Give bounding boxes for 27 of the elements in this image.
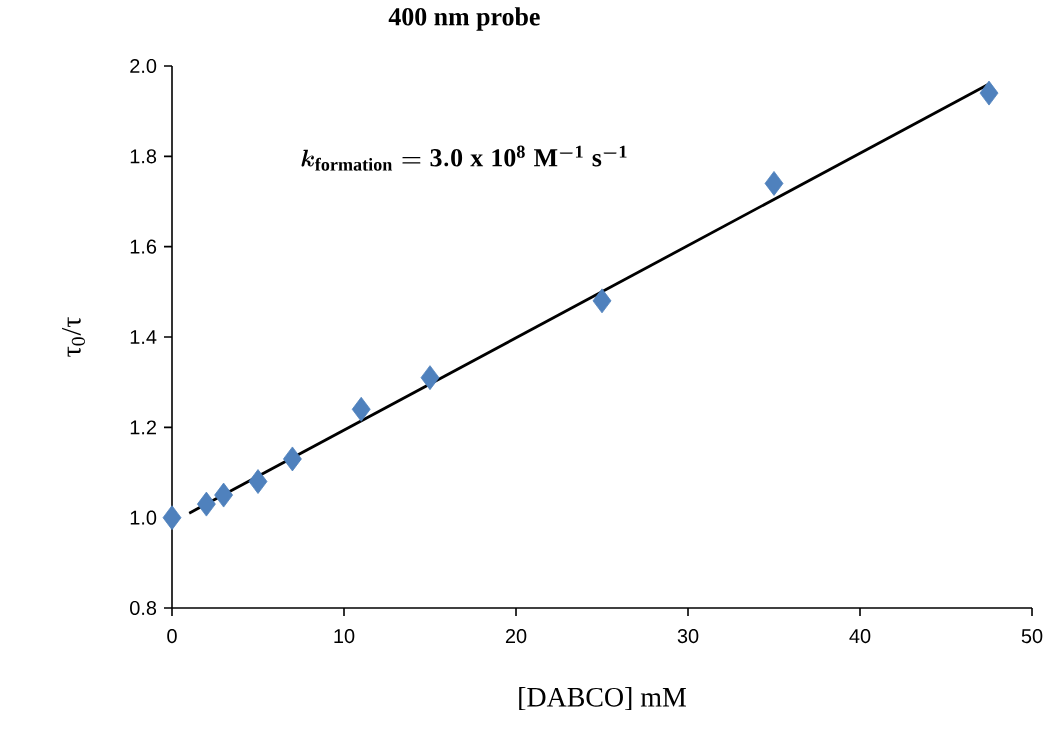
- point: [979, 80, 999, 106]
- x-tick-label: 40: [849, 629, 871, 644]
- point: [162, 505, 182, 531]
- y-tick-label: 2.0: [130, 58, 157, 74]
- point: [420, 365, 440, 391]
- point: [764, 171, 784, 196]
- point: [197, 491, 216, 517]
- point: [592, 288, 612, 314]
- annotation: $\boldsymbol{k}_{\mathbf{formation}}\mathbf{{}= 3.0\ x\ 10^{8}\ M^{-1}\ s^{-1}}$: [301, 145, 627, 171]
- y-tick-label: 1.8: [130, 149, 157, 164]
- x-tick-label: 30: [677, 629, 699, 644]
- x-tick-label: 50: [1021, 629, 1043, 644]
- x-tick-label: 20: [505, 629, 527, 644]
- chart-title: 400 nm probe: [388, 7, 540, 31]
- x-tick-label: 10: [334, 629, 355, 644]
- x-tick-label: 0: [167, 629, 177, 644]
- y-tick-label: 1.4: [130, 330, 157, 344]
- point: [214, 482, 233, 508]
- y-tick-label: 1.6: [130, 239, 157, 254]
- x-axis-title: [DABCO] mM: [519, 687, 687, 711]
- point: [351, 396, 371, 422]
- y-tick-label: 1.0: [130, 510, 157, 525]
- y-tick-label: 1.2: [130, 420, 156, 435]
- y-axis-title: τ$_{0}$/τ: [62, 317, 85, 357]
- point: [248, 469, 268, 494]
- point: [283, 446, 302, 472]
- y-tick-label: 0.8: [130, 600, 157, 616]
